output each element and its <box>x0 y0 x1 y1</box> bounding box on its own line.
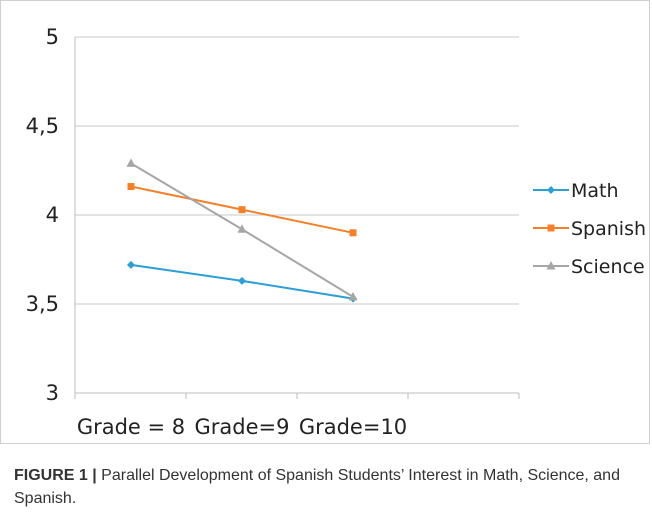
series-spanish <box>127 183 357 237</box>
gridlines <box>75 36 519 305</box>
x-tick-label: Grade=9 <box>195 415 290 439</box>
y-tick-label: 5 <box>46 25 59 49</box>
x-tick-labels: Grade = 8 Grade=9 Grade=10 <box>77 415 407 439</box>
legend-label: Math <box>571 180 619 202</box>
data-point <box>547 186 555 194</box>
data-point <box>348 291 358 301</box>
series-science <box>126 158 358 301</box>
data-point <box>238 276 246 285</box>
legend-label: Science <box>571 256 645 278</box>
figure-caption: FIGURE 1 | Parallel Development of Spani… <box>14 464 634 510</box>
legend-item-science: Science <box>533 256 645 278</box>
data-point <box>126 158 136 167</box>
data-point <box>349 229 357 237</box>
data-point <box>238 206 246 214</box>
data-point <box>237 224 247 233</box>
axes <box>74 37 520 399</box>
y-tick-label: 3 <box>46 381 59 405</box>
data-point <box>127 183 135 191</box>
series <box>126 158 358 303</box>
x-tick-label: Grade=10 <box>299 415 407 439</box>
legend: Math Spanish Science <box>533 180 646 278</box>
data-point <box>546 261 556 270</box>
data-point <box>547 224 555 232</box>
legend-item-spanish: Spanish <box>533 218 646 240</box>
y-tick-label: 4,5 <box>26 114 59 138</box>
legend-label: Spanish <box>571 218 646 240</box>
y-tick-label: 3,5 <box>26 292 59 316</box>
chart-panel: 5 4,5 4 3,5 3 Grade = 8 Grade=9 Grade=10 Math S… <box>0 0 650 444</box>
x-tick-label: Grade = 8 <box>77 415 185 439</box>
line-chart: 5 4,5 4 3,5 3 Grade = 8 Grade=9 Grade=10 Math S… <box>26 25 646 439</box>
series-math <box>127 260 357 303</box>
y-tick-label: 4 <box>46 203 59 227</box>
data-point <box>127 260 135 269</box>
legend-item-math: Math <box>533 180 619 202</box>
caption-label: FIGURE 1 | <box>14 467 97 484</box>
caption-text: Parallel Development of Spanish Students… <box>14 467 620 507</box>
y-tick-labels: 5 4,5 4 3,5 3 <box>26 25 59 405</box>
